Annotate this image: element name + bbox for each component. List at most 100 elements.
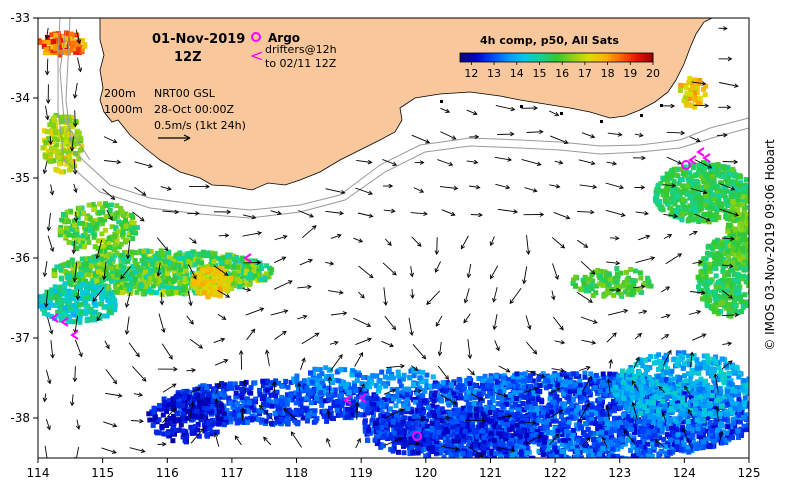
current-vector <box>325 188 346 195</box>
current-vector <box>77 57 83 73</box>
current-vector <box>549 409 564 419</box>
current-vector <box>550 135 569 144</box>
y-tick-label: -37 <box>10 331 30 345</box>
current-vector <box>106 209 113 221</box>
current-vector <box>258 404 274 421</box>
current-vector <box>186 367 197 373</box>
current-vector <box>384 437 403 447</box>
current-vector <box>296 382 302 392</box>
current-vector <box>43 290 49 308</box>
drifter-track <box>70 330 79 340</box>
current-vector <box>525 315 532 331</box>
colorbar-segment <box>492 53 496 62</box>
colorbar-tick-label: 20 <box>646 67 660 80</box>
colorbar-segment <box>640 53 644 62</box>
current-vector <box>495 183 511 190</box>
colorbar-segment <box>553 53 557 62</box>
current-vector <box>525 235 531 256</box>
current-vector <box>460 235 469 250</box>
current-vector <box>213 265 229 276</box>
current-vector <box>441 209 456 216</box>
current-vector <box>554 339 566 345</box>
current-vector <box>103 136 118 144</box>
current-vector <box>73 183 78 194</box>
current-vector <box>134 161 153 169</box>
current-vector <box>492 287 498 303</box>
current-vector <box>189 184 211 189</box>
current-vector <box>548 110 560 117</box>
current-vector <box>75 29 82 45</box>
current-vector <box>661 313 671 319</box>
current-vector <box>467 339 473 360</box>
current-vector <box>187 290 193 307</box>
current-vector <box>605 182 624 190</box>
y-tick-label: -33 <box>10 11 30 25</box>
current-vector <box>658 386 665 393</box>
argo-float <box>412 431 422 441</box>
current-vector <box>42 160 48 175</box>
product-date-label: 28-Oct 00:00Z <box>154 103 234 116</box>
current-vector <box>495 104 516 112</box>
colorbar-segment <box>537 53 541 62</box>
current-vector <box>497 208 519 214</box>
current-vector <box>426 290 441 305</box>
current-vector <box>410 289 415 300</box>
current-vector <box>157 366 178 372</box>
current-vector <box>72 366 78 383</box>
current-vector <box>125 240 131 260</box>
colorbar-segment <box>495 53 500 62</box>
current-vector <box>526 129 544 135</box>
colorbar-segment <box>569 53 574 62</box>
current-vector <box>498 365 511 373</box>
current-vector <box>580 316 598 324</box>
current-vector <box>411 134 431 144</box>
colorbar-title: 4h comp, p50, All Sats <box>480 34 619 47</box>
x-tick-label: 120 <box>414 466 437 480</box>
current-vector <box>439 185 459 191</box>
x-tick-label: 121 <box>479 466 502 480</box>
current-vector <box>214 398 220 418</box>
current-vector <box>607 308 629 316</box>
current-vector <box>160 186 172 191</box>
map-date: 01-Nov-2019 <box>152 32 245 47</box>
current-vector <box>632 155 646 161</box>
current-vector <box>690 290 706 296</box>
current-vector <box>213 337 226 344</box>
current-vector <box>298 210 314 218</box>
current-vector <box>580 260 596 275</box>
current-vector <box>72 82 78 99</box>
current-vector <box>605 209 626 217</box>
current-vector <box>722 341 733 346</box>
current-vector <box>434 261 442 273</box>
current-vector <box>553 211 571 220</box>
current-vector <box>526 370 546 379</box>
y-tick-label: -34 <box>10 91 30 105</box>
current-vector <box>215 381 221 395</box>
isobath-layer <box>57 18 749 219</box>
current-vector <box>693 103 710 109</box>
current-vector <box>441 416 451 421</box>
current-vector <box>466 159 479 165</box>
current-vector <box>411 236 422 247</box>
current-vector <box>470 393 484 401</box>
current-vector <box>665 253 683 265</box>
colorbar-segment <box>617 53 622 62</box>
current-vector <box>692 333 707 341</box>
current-vector <box>413 187 425 193</box>
isobath-1000-label: 1000m <box>104 103 143 116</box>
current-vector <box>358 265 374 279</box>
current-vector <box>408 317 414 337</box>
colorbar-segment <box>598 53 603 62</box>
colorbar-segment <box>498 53 503 62</box>
current-vector <box>96 312 102 322</box>
current-vector <box>608 358 614 369</box>
current-vector <box>242 379 248 394</box>
current-vector <box>581 339 597 345</box>
current-vector <box>45 84 51 104</box>
current-vector <box>45 419 51 431</box>
current-vector <box>633 356 640 369</box>
x-tick-label: 123 <box>608 466 631 480</box>
current-vector <box>609 235 620 241</box>
colorbar-segment <box>485 53 490 62</box>
drifter-track <box>60 317 69 327</box>
